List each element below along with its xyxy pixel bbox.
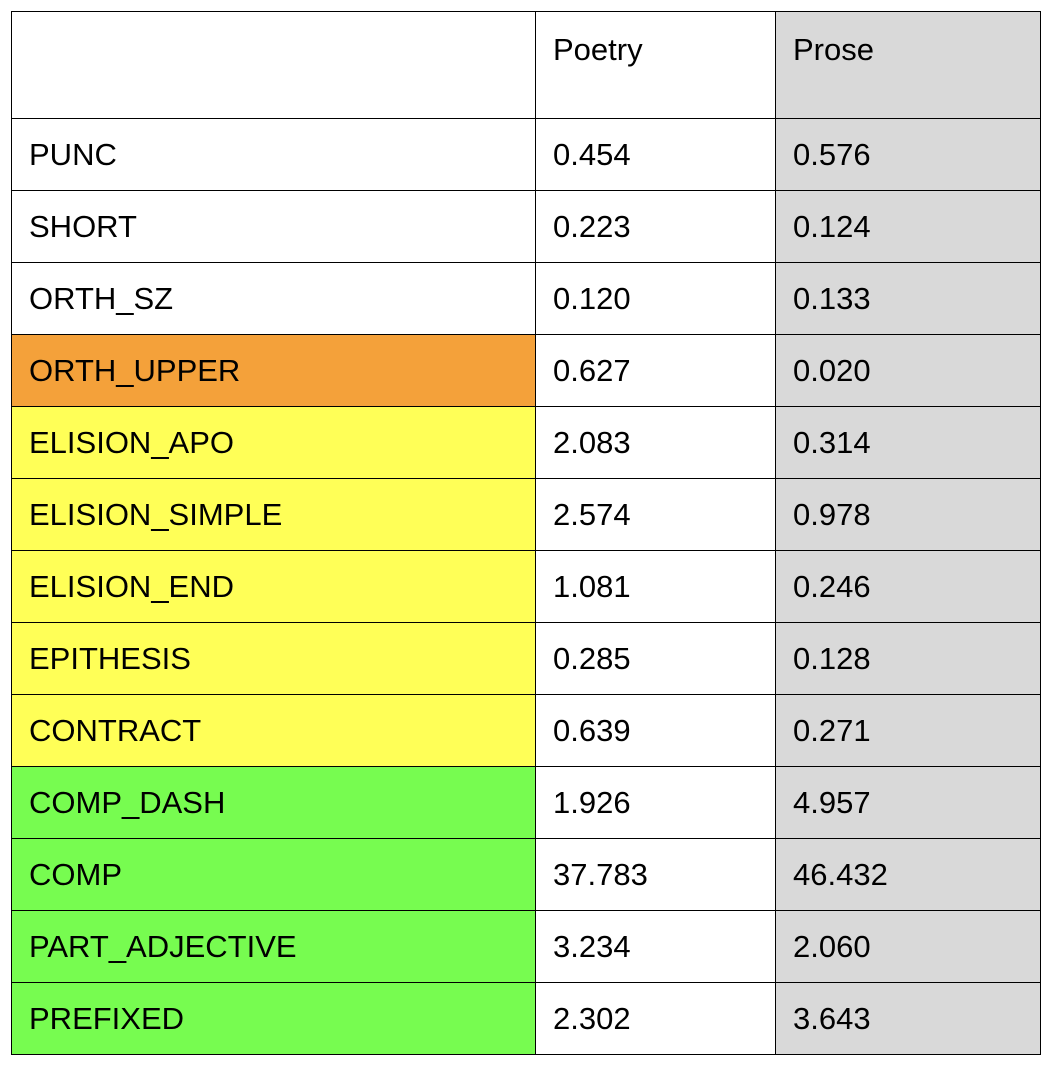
poetry-value-cell: 0.120 bbox=[535, 262, 776, 335]
prose-value-cell: 0.978 bbox=[775, 478, 1041, 551]
prose-value-cell: 46.432 bbox=[775, 838, 1041, 911]
poetry-value-cell: 0.639 bbox=[535, 694, 776, 767]
row-label-cell: ELISION_END bbox=[11, 550, 536, 623]
table-row: EPITHESIS 0.285 0.128 bbox=[11, 622, 1041, 695]
row-label-cell: ORTH_UPPER bbox=[11, 334, 536, 407]
poetry-value-cell: 0.454 bbox=[535, 118, 776, 191]
poetry-value-cell: 1.081 bbox=[535, 550, 776, 623]
table-body: PUNC 0.454 0.576 SHORT 0.223 0.124 ORTH_SZ 0.12… bbox=[11, 118, 1041, 1055]
poetry-value-cell: 1.926 bbox=[535, 766, 776, 839]
row-label-cell: EPITHESIS bbox=[11, 622, 536, 695]
prose-value-cell: 4.957 bbox=[775, 766, 1041, 839]
table-row: ELISION_APO 2.083 0.314 bbox=[11, 406, 1041, 479]
row-label-cell: COMP_DASH bbox=[11, 766, 536, 839]
prose-value-cell: 0.576 bbox=[775, 118, 1041, 191]
poetry-value-cell: 3.234 bbox=[535, 910, 776, 983]
poetry-value-cell: 0.285 bbox=[535, 622, 776, 695]
prose-value-cell: 0.128 bbox=[775, 622, 1041, 695]
table-row: PUNC 0.454 0.576 bbox=[11, 118, 1041, 191]
table-row: COMP 37.783 46.432 bbox=[11, 838, 1041, 911]
row-label-cell: ELISION_APO bbox=[11, 406, 536, 479]
poetry-value-cell: 2.574 bbox=[535, 478, 776, 551]
row-label-cell: PART_ADJECTIVE bbox=[11, 910, 536, 983]
poetry-value-cell: 2.302 bbox=[535, 982, 776, 1055]
prose-value-cell: 3.643 bbox=[775, 982, 1041, 1055]
poetry-value-cell: 2.083 bbox=[535, 406, 776, 479]
table-row: ORTH_UPPER 0.627 0.020 bbox=[11, 334, 1041, 407]
row-label-cell: ORTH_SZ bbox=[11, 262, 536, 335]
prose-value-cell: 0.246 bbox=[775, 550, 1041, 623]
poetry-value-cell: 0.223 bbox=[535, 190, 776, 263]
row-label-cell: PREFIXED bbox=[11, 982, 536, 1055]
prose-value-cell: 0.271 bbox=[775, 694, 1041, 767]
table-row: CONTRACT 0.639 0.271 bbox=[11, 694, 1041, 767]
data-table: Poetry Prose PUNC 0.454 0.576 SHORT 0.223 0.1… bbox=[11, 11, 1041, 1055]
poetry-value-cell: 37.783 bbox=[535, 838, 776, 911]
table-row: SHORT 0.223 0.124 bbox=[11, 190, 1041, 263]
header-cell-poetry: Poetry bbox=[535, 11, 776, 119]
header-row: Poetry Prose bbox=[11, 11, 1041, 119]
row-label-cell: PUNC bbox=[11, 118, 536, 191]
prose-value-cell: 2.060 bbox=[775, 910, 1041, 983]
header-cell-prose: Prose bbox=[775, 11, 1041, 119]
table-row: ELISION_SIMPLE 2.574 0.978 bbox=[11, 478, 1041, 551]
prose-value-cell: 0.133 bbox=[775, 262, 1041, 335]
row-label-cell: CONTRACT bbox=[11, 694, 536, 767]
poetry-value-cell: 0.627 bbox=[535, 334, 776, 407]
table-row: ELISION_END 1.081 0.246 bbox=[11, 550, 1041, 623]
table-row: COMP_DASH 1.926 4.957 bbox=[11, 766, 1041, 839]
prose-value-cell: 0.124 bbox=[775, 190, 1041, 263]
table-row: PREFIXED 2.302 3.643 bbox=[11, 982, 1041, 1055]
row-label-cell: COMP bbox=[11, 838, 536, 911]
prose-value-cell: 0.020 bbox=[775, 334, 1041, 407]
row-label-cell: SHORT bbox=[11, 190, 536, 263]
row-label-cell: ELISION_SIMPLE bbox=[11, 478, 536, 551]
header-cell-label bbox=[11, 11, 536, 119]
table-row: ORTH_SZ 0.120 0.133 bbox=[11, 262, 1041, 335]
prose-value-cell: 0.314 bbox=[775, 406, 1041, 479]
table-row: PART_ADJECTIVE 3.234 2.060 bbox=[11, 910, 1041, 983]
